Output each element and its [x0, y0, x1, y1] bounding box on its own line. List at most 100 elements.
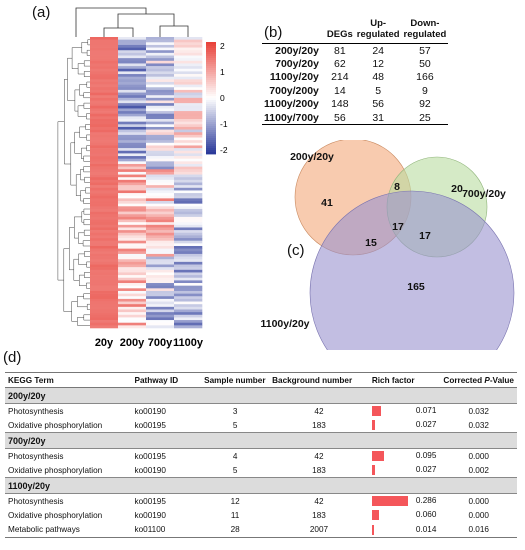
- heatmap-cell: [174, 235, 203, 239]
- heatmap-cell: [174, 63, 203, 67]
- heatmap-cell: [146, 182, 175, 186]
- heatmap-cell: [90, 288, 119, 292]
- heatmap-cell: [146, 193, 175, 197]
- heatmap-cell: [146, 111, 175, 115]
- heatmap-cell: [118, 185, 147, 189]
- heatmap-cell: [90, 132, 119, 136]
- heatmap-cell: [146, 87, 175, 91]
- heatmap-cell: [174, 248, 203, 252]
- rich-factor-value: 0.014: [415, 524, 437, 534]
- heatmap-cell: [146, 89, 175, 93]
- heatmap-cell: [174, 224, 203, 228]
- heatmap-cell: [146, 267, 175, 271]
- heatmap-cell: [90, 171, 119, 175]
- rich-factor-bar: [371, 420, 376, 430]
- heatmap-cell: [90, 232, 119, 236]
- heatmap-cell: [90, 301, 119, 305]
- heatmap-cell: [174, 129, 203, 133]
- heatmap-cell: [90, 92, 119, 96]
- kegg-term: Photosynthesis: [8, 406, 64, 416]
- heatmap-cell: [118, 140, 147, 144]
- rich-factor-value: 0.071: [415, 406, 437, 415]
- rich-factor-value: 0.095: [415, 451, 437, 460]
- heatmap-cell: [90, 134, 119, 138]
- heatmap-cell: [174, 177, 203, 181]
- down-value: 50: [419, 57, 431, 70]
- heatmap-cell: [90, 214, 119, 218]
- heatmap-cell: [90, 140, 119, 144]
- heatmap-cell: [174, 312, 203, 316]
- heatmap-cell: [146, 42, 175, 46]
- table-row: Photosynthesis ko00195 12 42 0.286 0.000: [5, 494, 517, 509]
- heatmap-cell: [146, 108, 175, 112]
- heatmap-cell: [146, 283, 175, 286]
- heatmap-cell: [146, 71, 175, 75]
- heatmap-cell: [174, 132, 203, 136]
- heatmap-cell: [90, 238, 119, 241]
- heatmap-cell: [118, 304, 147, 308]
- heatmap-cell: [118, 317, 147, 321]
- heatmap-cell: [118, 52, 147, 56]
- heatmap-cell: [174, 227, 203, 231]
- rich-factor: 0.027: [369, 418, 441, 433]
- heatmap-cell: [90, 153, 119, 157]
- heatmap-cell: [118, 298, 147, 302]
- kegg-term: Photosynthesis: [8, 496, 64, 506]
- kegg-term: Photosynthesis: [8, 451, 64, 461]
- heatmap-cell: [90, 264, 119, 268]
- down-value: 92: [419, 98, 431, 111]
- heatmap-cell: [90, 235, 119, 239]
- heatmap-cell: [174, 39, 203, 43]
- background-number: 183: [312, 420, 326, 430]
- rich-factor: 0.286: [369, 494, 441, 509]
- heatmap-cell: [90, 240, 119, 244]
- rich-factor: 0.014: [368, 522, 441, 538]
- heatmap-cell: [174, 171, 203, 175]
- heatmap-cell: [118, 193, 147, 197]
- heatmap-cell: [118, 60, 147, 64]
- heatmap-cell: [146, 201, 175, 204]
- heatmap-cells: [90, 37, 203, 329]
- venn-count-200y-700y: 8: [394, 181, 400, 193]
- heatmap-cell: [146, 66, 175, 70]
- heatmap-cell: [174, 68, 203, 72]
- heatmap-cell: [174, 182, 203, 186]
- heatmap-cell: [146, 235, 175, 239]
- heatmap-cell: [174, 190, 203, 194]
- heatmap-cell: [118, 161, 147, 165]
- rich-factor: 0.095: [369, 449, 441, 464]
- heatmap-cell: [146, 174, 175, 178]
- heatmap-cell: [90, 253, 119, 257]
- background-number: 42: [314, 406, 324, 416]
- heatmap-cell: [90, 182, 119, 186]
- heatmap-cell: [118, 288, 147, 292]
- panel-label-c: (c): [287, 242, 305, 259]
- heatmap-cell: [174, 264, 203, 268]
- heatmap-cell: [90, 60, 119, 64]
- heatmap-cell: [90, 211, 119, 215]
- background-number: 42: [314, 496, 324, 506]
- heatmap-cell: [118, 272, 147, 276]
- heatmap-cell: [118, 103, 147, 107]
- heatmap-cell: [118, 174, 147, 178]
- heatmap-cell: [118, 50, 147, 54]
- heatmap-cell: [90, 190, 119, 194]
- heatmap-cell: [118, 177, 147, 181]
- heatmap-cell: [146, 198, 175, 202]
- heatmap-cell: [118, 285, 147, 289]
- heatmap-cell: [174, 290, 203, 294]
- venn-set-label-700y: 700y/20y: [462, 188, 506, 200]
- heatmap-cell: [118, 92, 147, 96]
- comparison-label: 700y/20y: [275, 57, 319, 70]
- heatmap-cell: [146, 216, 175, 220]
- heatmap-cell: [146, 253, 175, 257]
- heatmap-cell: [118, 232, 147, 236]
- heatmap-column-label: 20y: [95, 337, 114, 349]
- heatmap-cell: [146, 304, 175, 308]
- heatmap-cell: [90, 97, 119, 101]
- heatmap-cell: [146, 177, 175, 181]
- heatmap-cell: [174, 269, 203, 273]
- heatmap-cell: [90, 314, 119, 318]
- colorbar-tick-label: 0: [220, 93, 225, 103]
- heatmap-cell: [174, 84, 203, 88]
